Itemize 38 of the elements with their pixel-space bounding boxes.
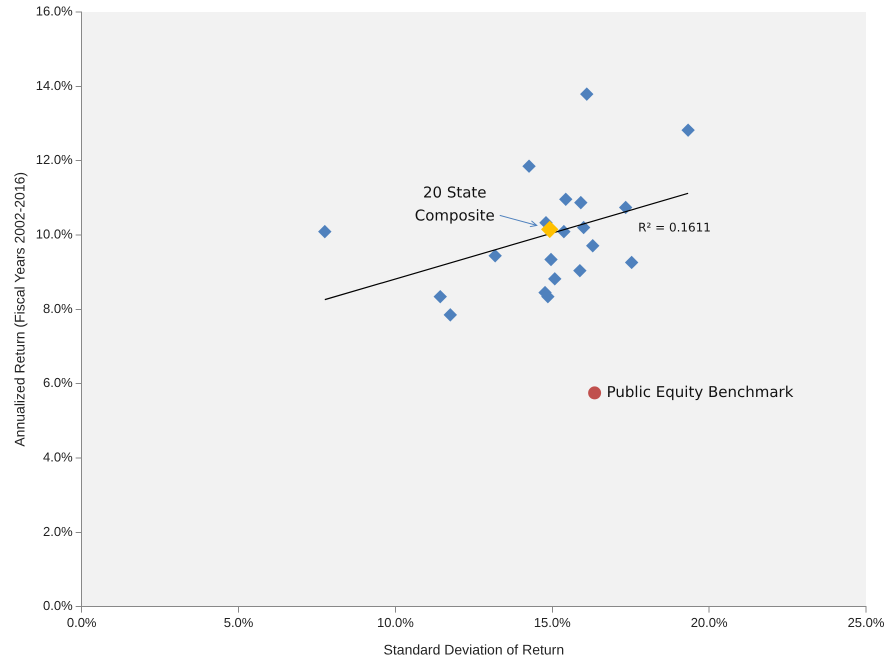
point xyxy=(580,88,594,101)
point xyxy=(548,272,562,286)
x-tick-label: 15.0% xyxy=(534,614,572,630)
point xyxy=(444,308,457,322)
point xyxy=(625,256,638,269)
point xyxy=(682,124,695,137)
point xyxy=(586,239,600,252)
point xyxy=(588,386,602,400)
y-tick-label: 14.0% xyxy=(36,78,74,93)
point xyxy=(577,221,590,234)
point xyxy=(488,249,502,262)
y-axis-title: Annualized Return (Fiscal Years 2002-2016) xyxy=(11,172,28,447)
text: 20 State Composite xyxy=(414,183,495,224)
point xyxy=(522,160,536,173)
point xyxy=(573,264,586,278)
y-tick-label: 0.0% xyxy=(43,598,74,614)
series-label: Public Equity Benchmark xyxy=(606,382,794,401)
x-tick-label: 10.0% xyxy=(376,614,414,630)
point xyxy=(559,192,572,206)
annotation: R² = 0.1611 xyxy=(638,220,711,234)
x-axis-title: Standard Deviation of Return xyxy=(384,641,564,658)
y-tick-label: 10.0% xyxy=(36,226,74,242)
x-tick-label: 5.0% xyxy=(224,614,254,630)
y-tick-label: 2.0% xyxy=(43,524,74,539)
x-tick-label: 20.0% xyxy=(690,614,728,630)
point xyxy=(318,225,332,238)
y-tick-label: 6.0% xyxy=(43,375,74,390)
y-tick-label: 4.0% xyxy=(43,450,74,465)
point xyxy=(544,253,558,266)
y-tick-label: 12.0% xyxy=(36,152,74,168)
x-tick-label: 25.0% xyxy=(848,614,885,630)
point xyxy=(434,290,447,304)
x-tick-label: 0.0% xyxy=(66,614,97,630)
point xyxy=(574,196,588,210)
point xyxy=(541,220,558,238)
y-tick-label: 16.0% xyxy=(36,4,74,19)
point xyxy=(619,200,632,214)
y-tick-label: 8.0% xyxy=(43,300,74,316)
